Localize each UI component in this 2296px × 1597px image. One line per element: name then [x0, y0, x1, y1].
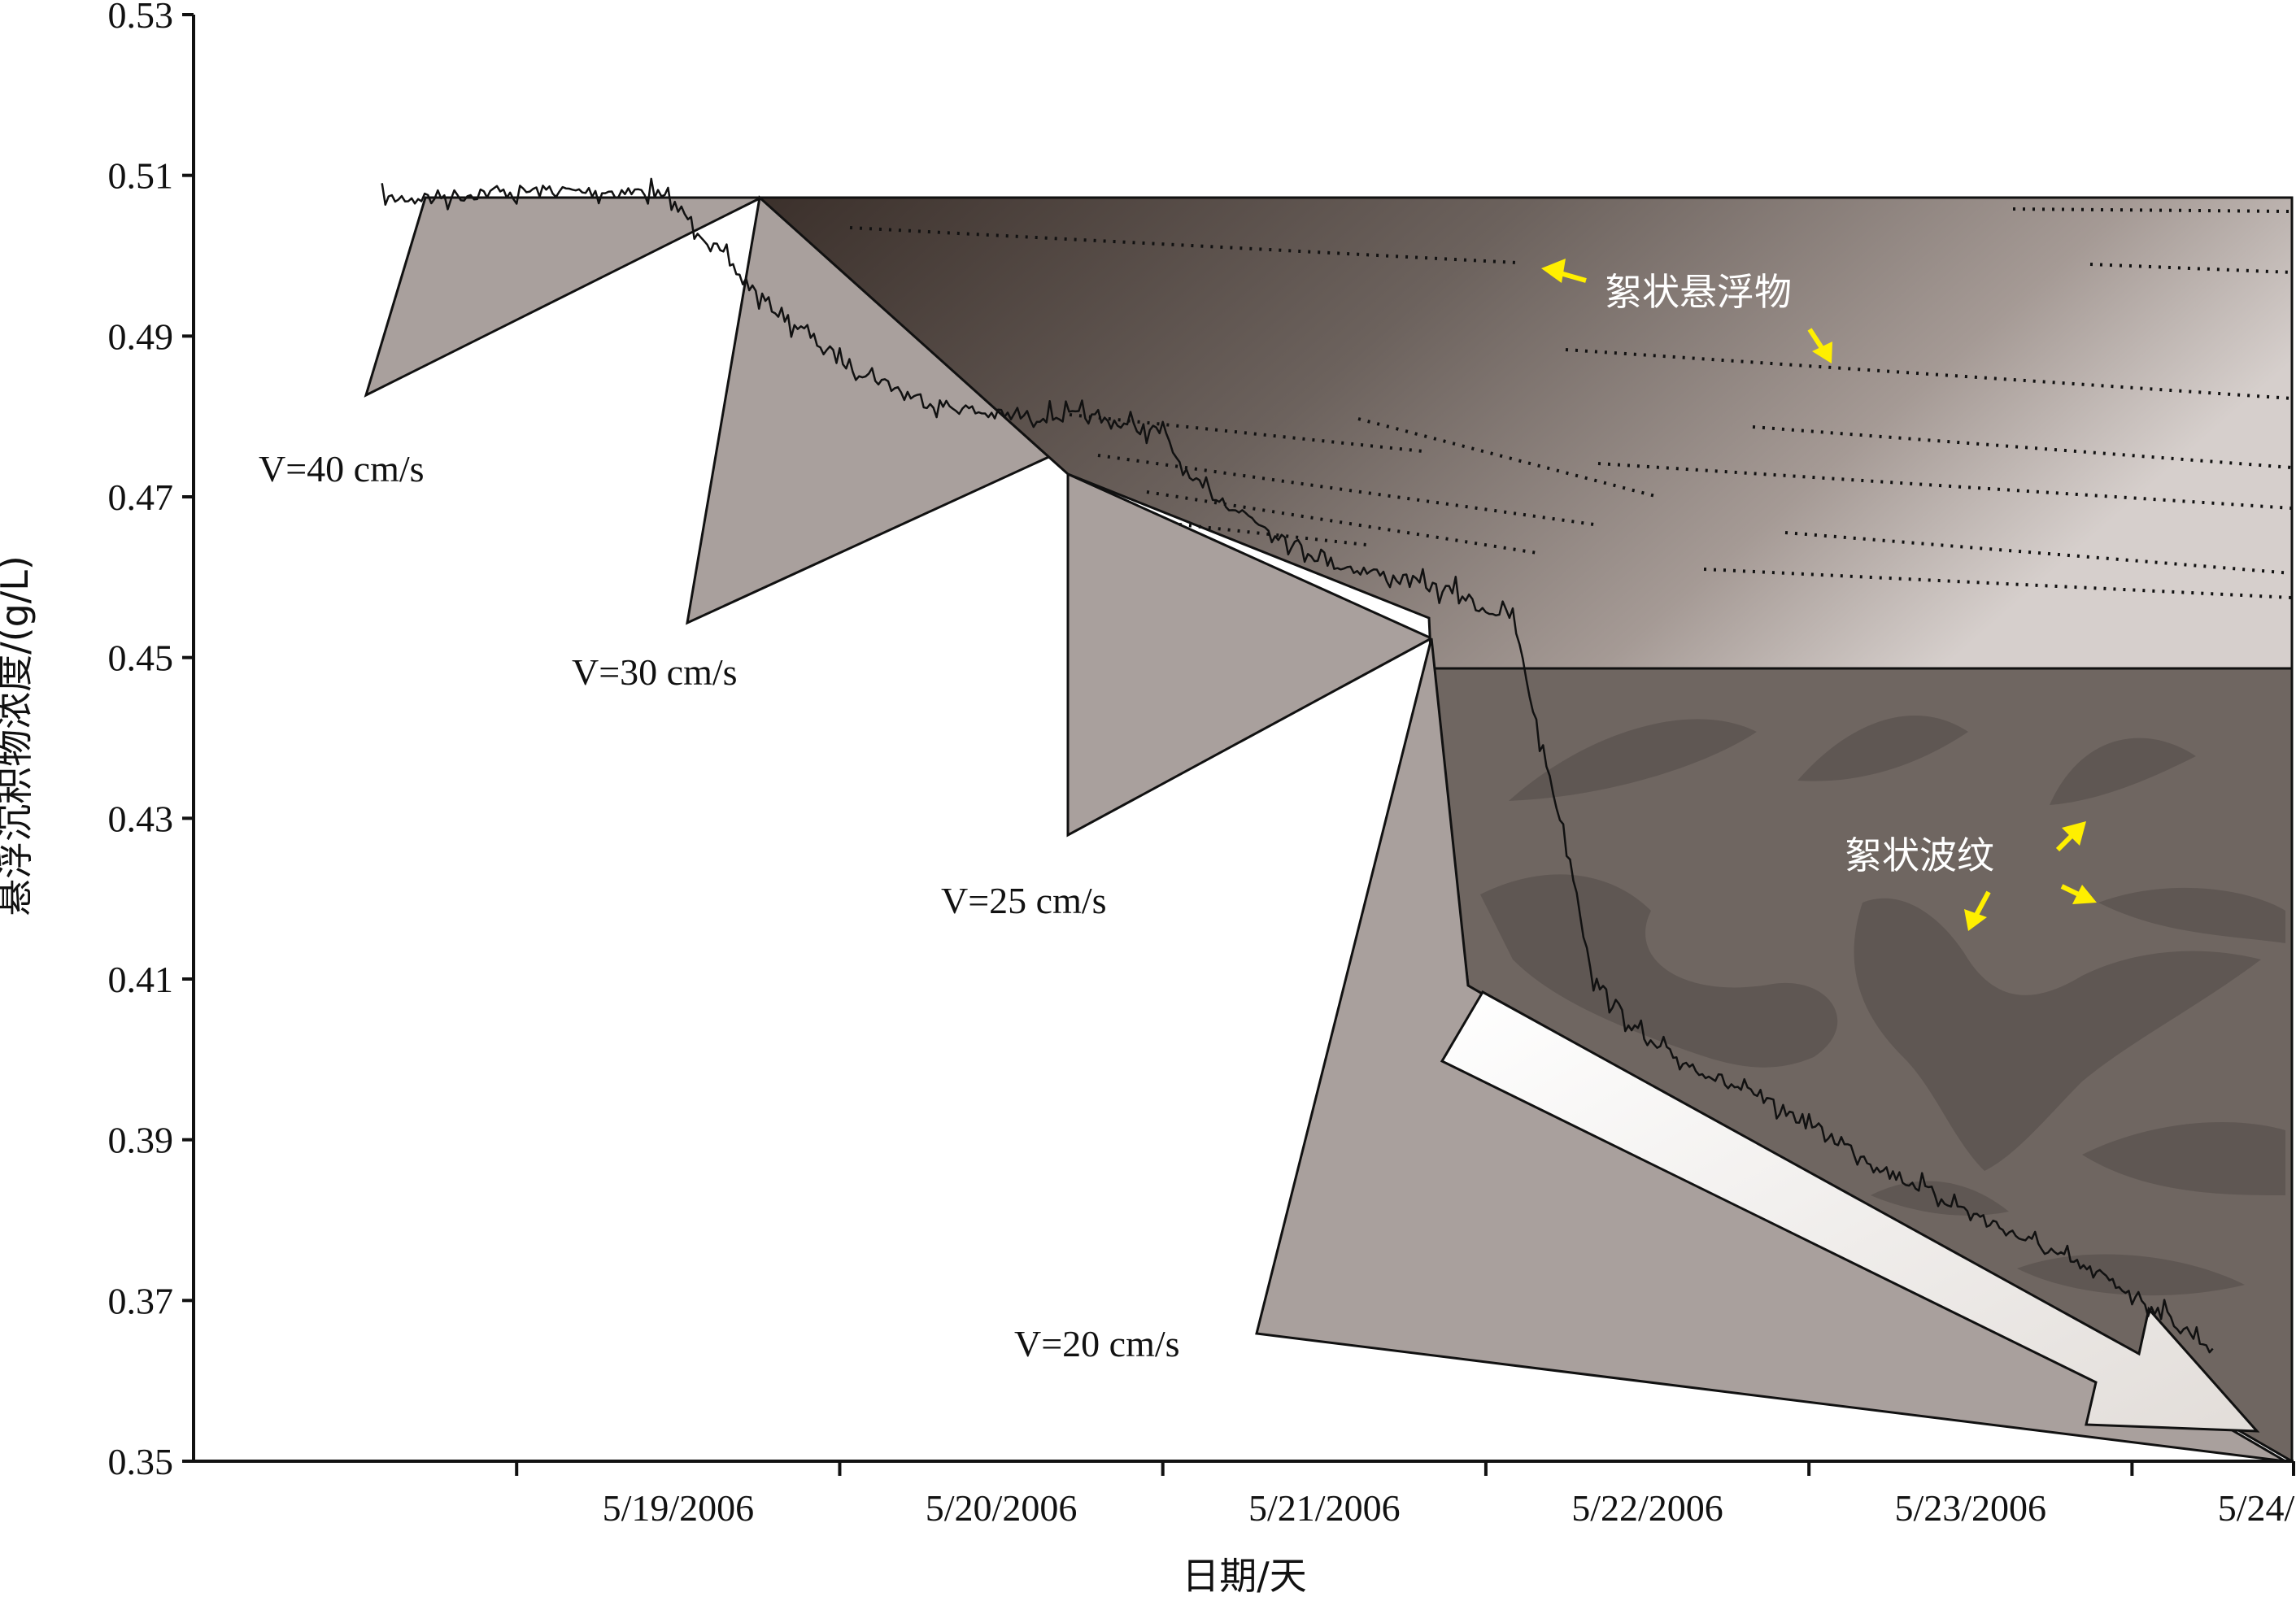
x-tick-label: 5/20/2006 [926, 1487, 1078, 1529]
y-tick-label: 0.35 [108, 1441, 174, 1482]
arrow-icon [2060, 884, 2097, 904]
y-tick-label: 0.41 [108, 959, 174, 1000]
ripple-shapes [1480, 716, 2285, 1296]
y-tick-label: 0.53 [108, 0, 174, 36]
arrow-icon [2055, 821, 2086, 852]
y-tick-label: 0.37 [108, 1280, 174, 1321]
yellow-pointer-arrows [1541, 259, 2097, 931]
x-tick-label: 5/22/2006 [1571, 1487, 1723, 1529]
floc-suspension-label: 絮状悬浮物 [1605, 270, 1792, 314]
arrow-icon [1541, 259, 1587, 283]
velocity-label-20: V=20 cm/s [1014, 1323, 1180, 1364]
x-tick-label: 5/24/2006 [2218, 1487, 2296, 1529]
x-tick-label: 5/23/2006 [1894, 1487, 2046, 1529]
velocity-label-30: V=30 cm/s [572, 651, 738, 693]
y-tick-label: 0.47 [108, 476, 174, 518]
x-tick-label: 5/21/2006 [1248, 1487, 1401, 1529]
y-tick-label: 0.39 [108, 1120, 174, 1161]
velocity-label-40: V=40 cm/s [259, 448, 425, 490]
arrow-icon [1964, 890, 1991, 931]
y-axis-title: 悬浮沉积物浓度/(g/L) [0, 555, 37, 916]
x-axis-title: 日期/天 [1182, 1554, 1307, 1597]
concentration-series-line [381, 177, 2214, 1354]
wedge-v25 [1066, 472, 1435, 838]
floc-ripple-label: 絮状波纹 [1845, 833, 1994, 877]
y-tick-label: 0.49 [108, 315, 174, 357]
y-tick-label: 0.43 [108, 798, 174, 839]
wedge-v40 [364, 196, 762, 398]
floc-dotted-lines [849, 207, 2293, 599]
x-tick-label: 5/19/2006 [603, 1487, 755, 1529]
trend-arrow [1440, 990, 2260, 1433]
arrow-icon [1807, 328, 1832, 363]
y-tick-label: 0.51 [108, 155, 174, 197]
velocity-label-25: V=25 cm/s [941, 880, 1107, 921]
y-tick-label: 0.45 [108, 637, 174, 679]
